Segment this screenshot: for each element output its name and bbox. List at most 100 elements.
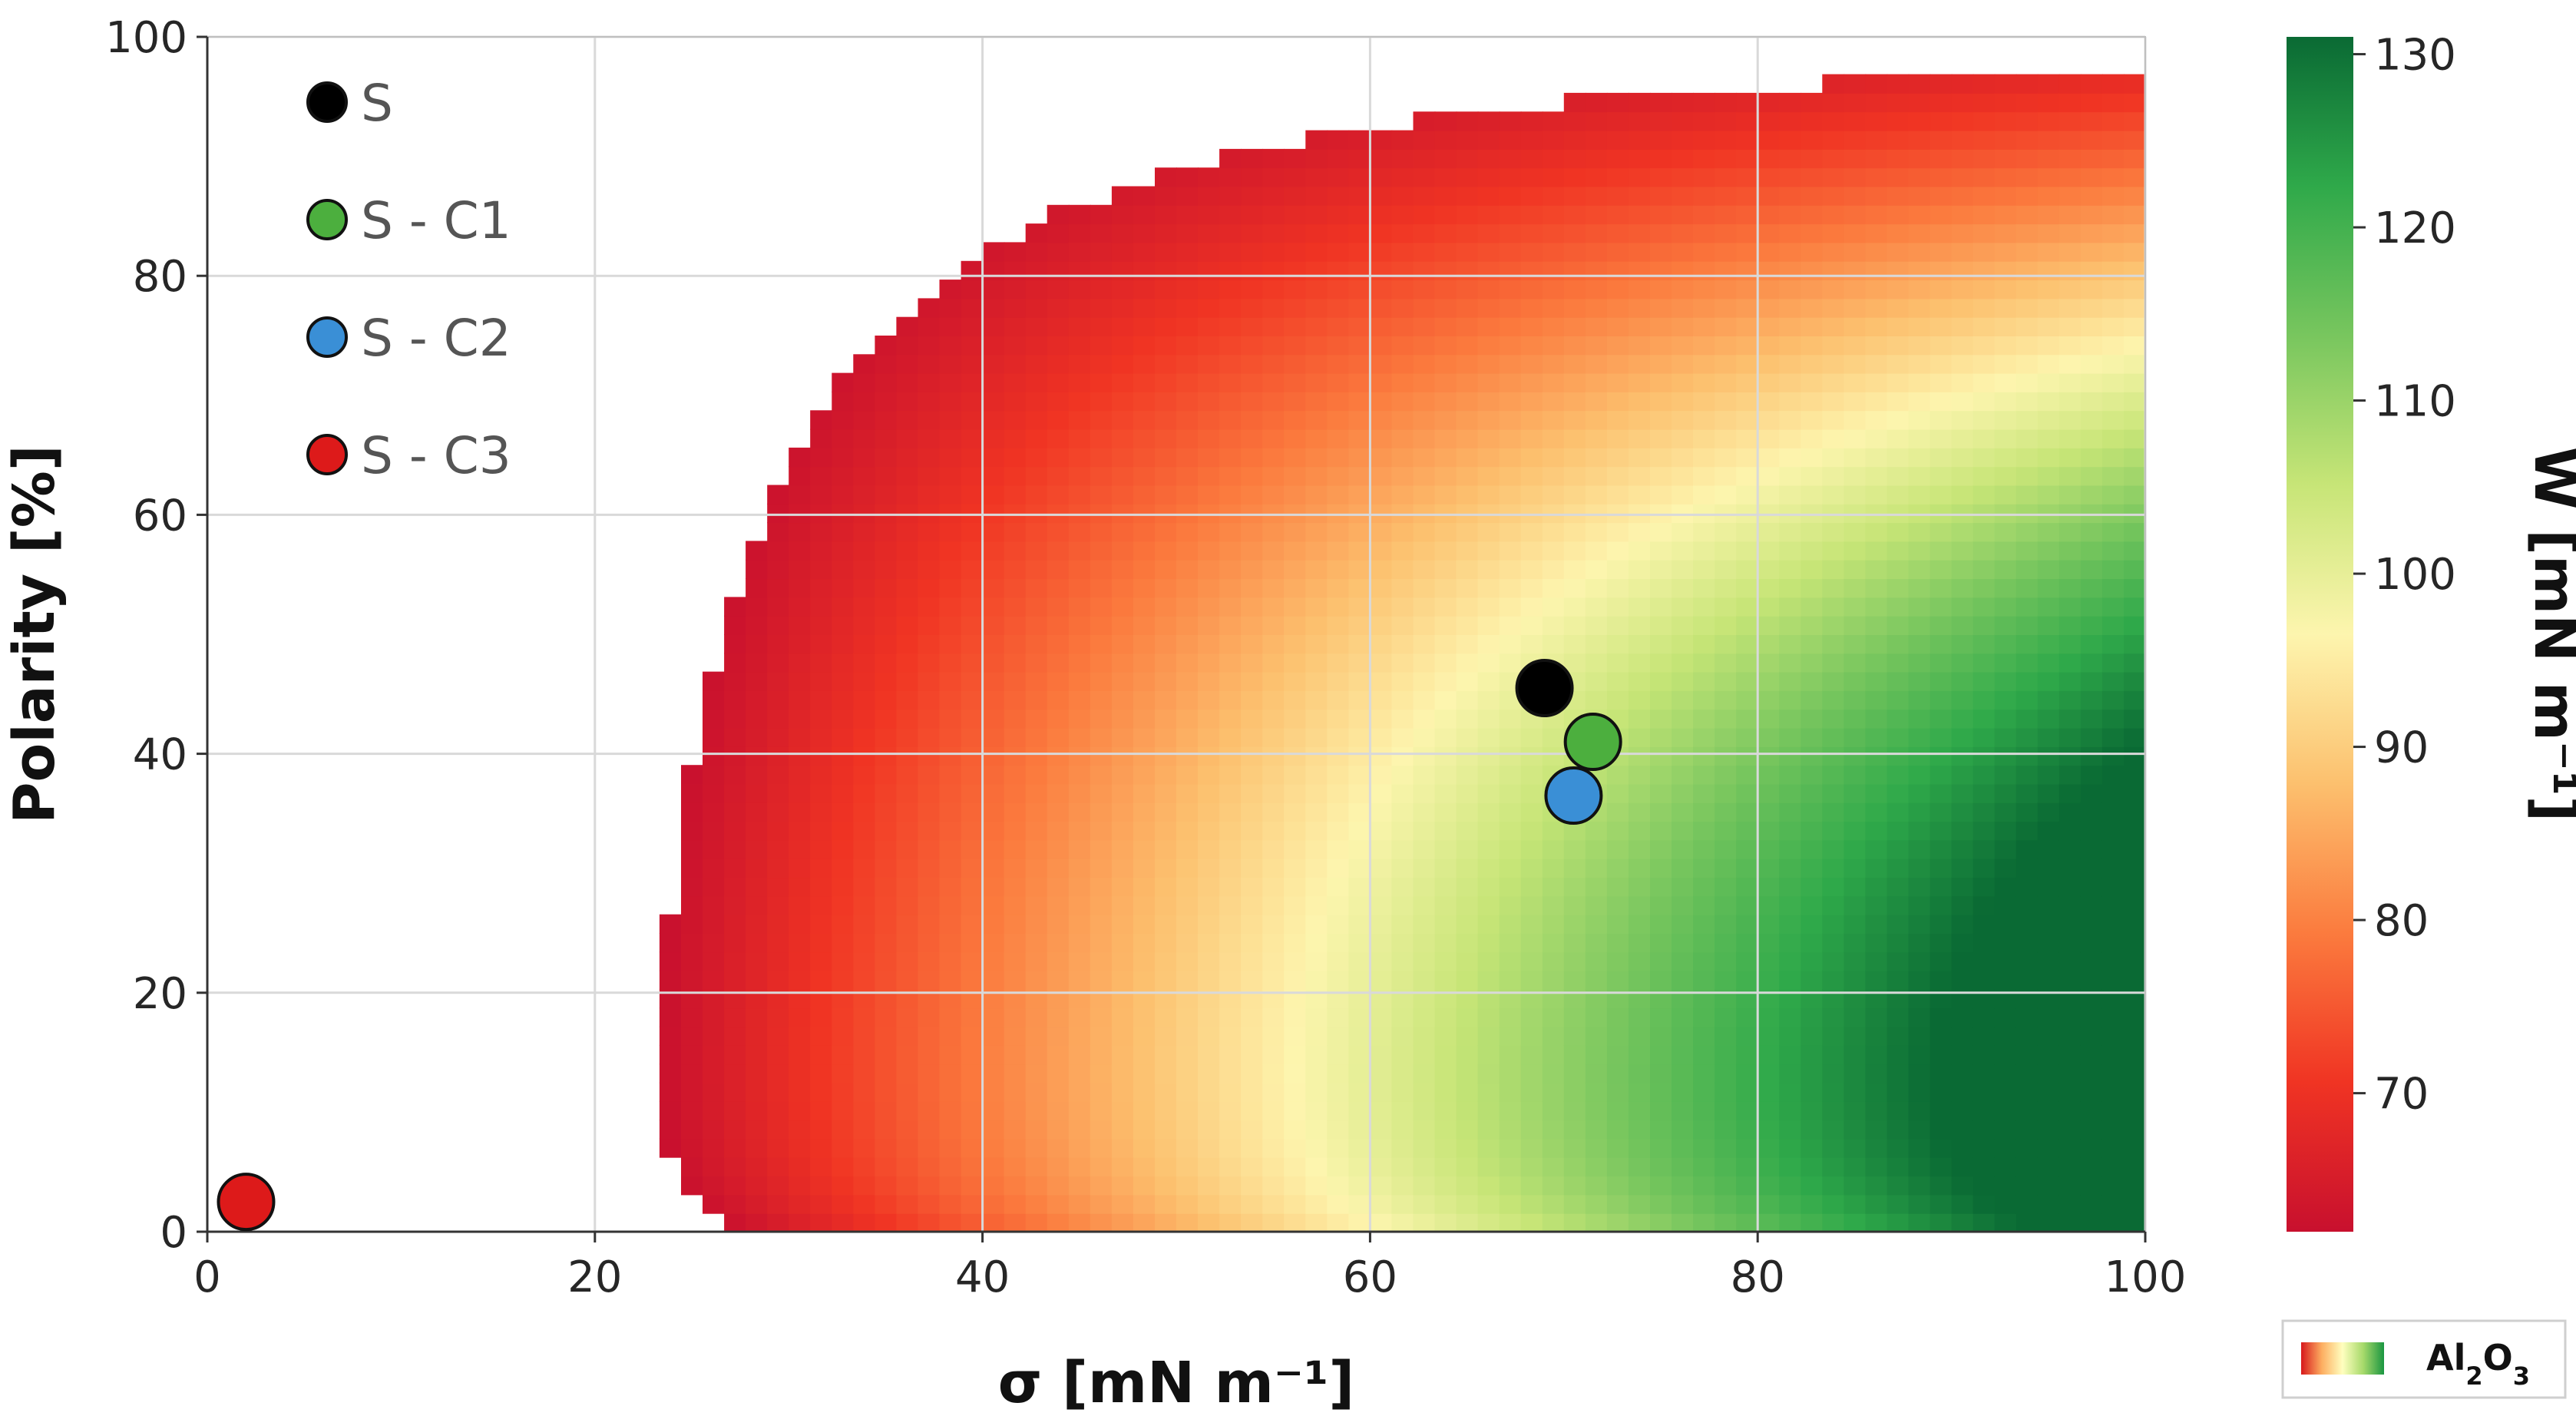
heatmap-cell bbox=[810, 671, 833, 691]
heatmap-cell bbox=[1090, 970, 1113, 990]
heatmap-cell bbox=[875, 354, 898, 374]
heatmap-cell bbox=[2101, 1213, 2125, 1232]
heatmap-cell bbox=[1284, 559, 1307, 580]
heatmap-cell bbox=[1413, 428, 1436, 448]
heatmap-cell bbox=[703, 1044, 725, 1065]
heatmap-cell bbox=[1155, 186, 1177, 206]
heatmap-cell bbox=[1994, 1194, 2017, 1214]
heatmap-cell bbox=[1542, 1213, 1565, 1232]
heatmap-cell bbox=[1004, 615, 1027, 635]
heatmap-cell bbox=[1327, 354, 1350, 374]
heatmap-cell bbox=[1822, 1100, 1845, 1121]
heatmap-cell bbox=[1951, 280, 1974, 299]
heatmap-cell bbox=[1520, 298, 1543, 318]
heatmap-cell bbox=[2124, 447, 2145, 468]
heatmap-cell bbox=[767, 951, 790, 971]
heatmap-cell bbox=[1262, 1176, 1285, 1196]
heatmap-cell bbox=[1111, 895, 1134, 915]
heatmap-cell bbox=[1736, 597, 1759, 617]
heatmap-cell bbox=[1133, 428, 1156, 448]
heatmap-cell bbox=[1672, 316, 1694, 336]
legend-marker bbox=[306, 434, 348, 475]
heatmap-cell bbox=[1844, 466, 1867, 486]
heatmap-cell bbox=[2058, 74, 2082, 94]
heatmap-cell bbox=[1176, 1120, 1199, 1140]
heatmap-cell bbox=[1111, 914, 1134, 934]
heatmap-cell bbox=[1520, 970, 1543, 990]
heatmap-cell bbox=[832, 634, 855, 654]
heatmap-cell bbox=[1499, 597, 1522, 617]
heatmap-cell bbox=[1198, 951, 1220, 971]
heatmap-cell bbox=[982, 1026, 1005, 1046]
heatmap-cell bbox=[1327, 765, 1350, 785]
heatmap-cell bbox=[1413, 280, 1436, 299]
heatmap-cell bbox=[1068, 410, 1091, 430]
heatmap-cell bbox=[2058, 951, 2082, 971]
heatmap-cell bbox=[853, 634, 876, 654]
heatmap-cell bbox=[1672, 727, 1694, 747]
heatmap-cell bbox=[1650, 1156, 1672, 1177]
heatmap-cell bbox=[1004, 1082, 1027, 1102]
heatmap-cell bbox=[1391, 1138, 1414, 1158]
heatmap-cell bbox=[2015, 428, 2039, 448]
heatmap-cell bbox=[1887, 634, 1910, 654]
heatmap-cell bbox=[810, 597, 833, 617]
heatmap-cell bbox=[1499, 634, 1522, 654]
heatmap-cell bbox=[1434, 765, 1457, 785]
heatmap-cell bbox=[1994, 858, 2017, 878]
heatmap-cell bbox=[1434, 391, 1457, 412]
heatmap-cell bbox=[896, 597, 919, 617]
heatmap-cell bbox=[853, 802, 876, 822]
heatmap-cell bbox=[1736, 1064, 1759, 1084]
heatmap-cell bbox=[746, 709, 769, 729]
heatmap-cell bbox=[1973, 242, 1996, 262]
heatmap-cell bbox=[2080, 485, 2103, 505]
heatmap-cell bbox=[1994, 447, 2017, 468]
heatmap-cell bbox=[1004, 821, 1027, 841]
heatmap-cell bbox=[1477, 578, 1500, 598]
heatmap-cell bbox=[1606, 242, 1629, 262]
heatmap-cell bbox=[1844, 970, 1867, 990]
heatmap-cell bbox=[1477, 111, 1500, 131]
heatmap-cell bbox=[767, 653, 790, 673]
heatmap-cell bbox=[1434, 186, 1457, 206]
colorbar-tick-label: 130 bbox=[2374, 31, 2456, 81]
heatmap-cell bbox=[1391, 428, 1414, 448]
heatmap-cell bbox=[1606, 503, 1629, 524]
heatmap-cell bbox=[724, 1082, 747, 1102]
heatmap-cell bbox=[1951, 1138, 1974, 1158]
heatmap-cell bbox=[1693, 503, 1716, 524]
colorbar-tick-label: 100 bbox=[2374, 550, 2456, 600]
heatmap-cell bbox=[1865, 653, 1888, 673]
heatmap-cell bbox=[1951, 92, 1974, 113]
heatmap-cell bbox=[1758, 541, 1781, 561]
heatmap-cell bbox=[1284, 951, 1307, 971]
heatmap-cell bbox=[1736, 914, 1759, 934]
heatmap-cell bbox=[1348, 298, 1371, 318]
heatmap-cell bbox=[1994, 354, 2017, 374]
heatmap-cell bbox=[1090, 1007, 1113, 1027]
heatmap-cell bbox=[853, 447, 876, 468]
heatmap-cell bbox=[1865, 690, 1888, 710]
heatmap-cell bbox=[746, 1044, 769, 1065]
heatmap-cell bbox=[2037, 1156, 2060, 1177]
heatmap-cell bbox=[1068, 839, 1091, 859]
heatmap-cell bbox=[875, 671, 898, 691]
heatmap-cell bbox=[1994, 204, 2017, 225]
heatmap-cell bbox=[1520, 839, 1543, 859]
heatmap-cell bbox=[1477, 503, 1500, 524]
heatmap-cell bbox=[1822, 1194, 1845, 1214]
heatmap-cell bbox=[1305, 354, 1328, 374]
heatmap-cell bbox=[982, 336, 1005, 356]
heatmap-cell bbox=[832, 503, 855, 524]
heatmap-cell bbox=[1822, 485, 1845, 505]
heatmap-cell bbox=[724, 783, 747, 803]
heatmap-cell bbox=[1563, 354, 1586, 374]
heatmap-cell bbox=[789, 447, 812, 468]
heatmap-cell bbox=[1456, 839, 1479, 859]
heatmap-cell bbox=[1672, 541, 1694, 561]
heatmap-cell bbox=[659, 951, 682, 971]
heatmap-cell bbox=[1736, 634, 1759, 654]
heatmap-cell bbox=[1973, 485, 1996, 505]
heatmap-cell bbox=[918, 410, 941, 430]
